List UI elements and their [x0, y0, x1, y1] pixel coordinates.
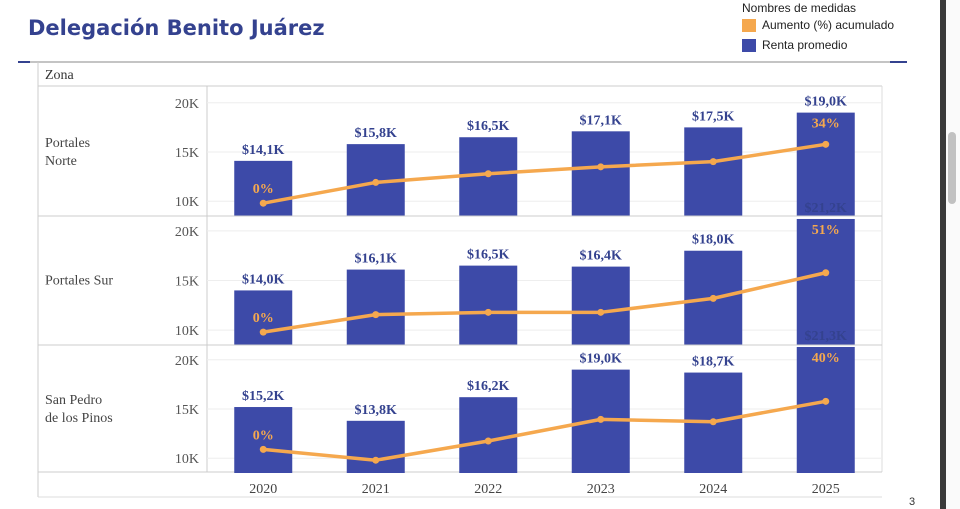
legend-swatch-renta — [742, 38, 756, 52]
y-tick-label: 10K — [175, 324, 199, 339]
bar-value-label: $21,3K — [805, 329, 848, 344]
pct-point — [709, 158, 717, 166]
bar-value-label: $13,8K — [355, 403, 398, 418]
bar — [571, 266, 630, 345]
bar — [796, 112, 855, 216]
zone-label: Norte — [45, 154, 77, 169]
pct-line — [262, 142, 827, 205]
pct-point — [372, 178, 380, 186]
bar — [234, 407, 293, 473]
bar-value-label: $16,2K — [467, 379, 510, 394]
x-tick-label: 2020 — [249, 482, 277, 497]
bar — [796, 218, 855, 345]
y-tick-label: 10K — [175, 195, 199, 210]
pct-value-label: 51% — [812, 223, 840, 238]
pct-point — [484, 170, 492, 178]
legend-item-renta[interactable]: Renta promedio — [742, 38, 847, 52]
bar — [459, 397, 518, 473]
y-tick-label: 20K — [175, 97, 199, 112]
pct-line — [262, 271, 827, 334]
zone-label: Portales — [45, 136, 90, 151]
zone-label: de los Pinos — [45, 411, 113, 426]
bar — [459, 265, 518, 345]
bar-value-label: $17,1K — [580, 113, 623, 128]
pct-point — [709, 294, 717, 302]
x-tick-label: 2021 — [362, 482, 390, 497]
scrollbar[interactable] — [940, 0, 960, 509]
pct-point — [484, 437, 492, 445]
pct-value-label: 34% — [812, 117, 840, 132]
legend-item-aumento[interactable]: Aumento (%) acumulado — [742, 18, 894, 32]
row-header: Zona — [45, 68, 75, 83]
bar-value-label: $16,5K — [467, 119, 510, 134]
bar-value-label: $14,1K — [242, 143, 285, 158]
legend-title: Nombres de medidas — [742, 1, 857, 15]
pct-point — [822, 140, 830, 148]
bar-value-label: $19,0K — [805, 95, 848, 110]
x-tick-label: 2023 — [587, 482, 615, 497]
y-tick-label: 20K — [175, 225, 199, 240]
zone-label: San Pedro — [45, 393, 102, 408]
y-tick-label: 20K — [175, 354, 199, 369]
pct-point — [597, 415, 605, 423]
bar — [346, 269, 405, 345]
bar — [796, 346, 855, 473]
bar-value-label: $17,5K — [692, 109, 735, 124]
pct-point — [259, 328, 267, 336]
y-tick-label: 15K — [175, 275, 199, 290]
y-tick-label: 15K — [175, 146, 199, 161]
pct-point — [484, 308, 492, 316]
x-tick-label: 2022 — [474, 482, 502, 497]
bar — [571, 131, 630, 216]
bar-value-label: $18,0K — [692, 233, 735, 248]
bar-value-label: $19,0K — [580, 352, 623, 367]
bar-value-label: $18,7K — [692, 355, 735, 370]
legend-swatch-aumento — [742, 18, 756, 32]
bar-value-label: $15,2K — [242, 389, 285, 404]
bar-value-label: $16,5K — [467, 248, 510, 263]
pct-value-label: 0% — [253, 182, 274, 197]
bar-value-label: $16,1K — [355, 252, 398, 267]
y-tick-label: 15K — [175, 403, 199, 418]
page-number: 3 — [909, 496, 916, 508]
pct-point — [259, 199, 267, 207]
scrollbar-edge — [940, 0, 946, 509]
pct-point — [597, 308, 605, 316]
x-tick-label: 2024 — [699, 482, 727, 497]
pct-point — [822, 397, 830, 405]
pct-value-label: 0% — [253, 311, 274, 326]
bar — [234, 290, 293, 345]
bar — [234, 160, 293, 216]
scrollbar-thumb[interactable] — [948, 132, 956, 204]
pct-line — [263, 399, 827, 462]
pct-value-label: 40% — [812, 351, 840, 366]
rent-chart: Zona 10K 15K 20K Portales Norte $14,1K $15,8K $1… — [18, 61, 907, 498]
pct-point — [822, 269, 830, 277]
pct-value-label: 0% — [253, 428, 274, 443]
legend-label-renta: Renta promedio — [762, 38, 848, 52]
x-tick-label: 2025 — [812, 482, 840, 497]
bar-value-label: $15,8K — [355, 126, 398, 141]
bar — [684, 127, 743, 216]
y-tick-label: 10K — [175, 452, 199, 467]
bar-value-label: $16,4K — [580, 249, 623, 264]
bar — [346, 420, 405, 473]
zone-label: Portales Sur — [45, 274, 113, 289]
bar-value-label: $14,0K — [242, 272, 285, 287]
bar-value-label: $21,2K — [805, 201, 848, 216]
pct-point — [709, 418, 717, 426]
page-title: Delegación Benito Juárez — [28, 16, 325, 40]
legend-label-aumento: Aumento (%) acumulado — [762, 18, 895, 32]
pct-point — [259, 445, 267, 453]
pct-point — [372, 456, 380, 464]
pct-point — [597, 163, 605, 171]
pct-point — [372, 311, 380, 319]
